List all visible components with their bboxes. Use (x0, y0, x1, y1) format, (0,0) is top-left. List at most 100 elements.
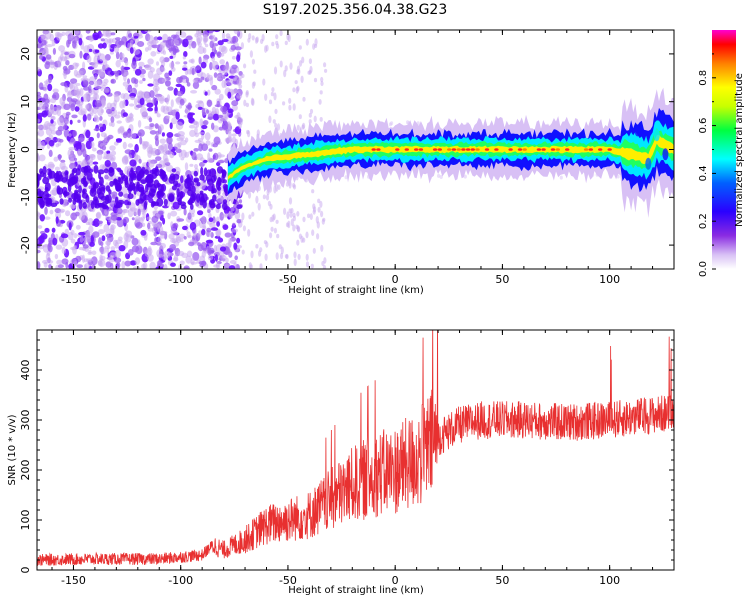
noise-speck (55, 143, 60, 148)
noise-speck (206, 109, 209, 114)
ridge-hotspot (465, 148, 471, 151)
noise-speck (82, 114, 87, 122)
noise-speck (162, 217, 166, 225)
noise-speck (297, 253, 301, 260)
noise-speck (199, 174, 205, 181)
noise-speck (44, 44, 48, 53)
noise-speck (197, 106, 203, 110)
noise-speck (236, 204, 243, 209)
noise-speck (251, 58, 255, 65)
noise-speck (38, 154, 46, 162)
noise-speck (241, 73, 245, 78)
noise-speck (126, 30, 131, 35)
noise-speck (251, 98, 255, 106)
noise-speck (184, 178, 190, 184)
noise-speck (167, 212, 171, 220)
noise-speck (242, 225, 246, 232)
noise-speck (79, 50, 83, 59)
noise-speck (318, 99, 322, 105)
noise-speck (165, 80, 171, 87)
noise-speck (217, 160, 225, 164)
noise-speck (255, 195, 259, 204)
noise-speck (114, 114, 121, 119)
noise-speck (48, 123, 56, 132)
noise-speck (136, 191, 141, 197)
noise-speck (206, 74, 213, 81)
noise-speck (119, 52, 125, 59)
noise-speck (204, 91, 208, 96)
noise-speck (190, 193, 196, 204)
noise-speck (56, 60, 61, 64)
noise-speck (217, 186, 222, 191)
noise-speck (158, 124, 164, 131)
noise-speck (269, 203, 273, 210)
noise-speck (110, 246, 116, 251)
noise-speck (51, 227, 56, 233)
noise-speck (65, 111, 71, 116)
noise-speck (48, 237, 52, 245)
noise-speck (215, 203, 221, 210)
noise-speck (61, 246, 66, 255)
y-tick-label: -10 (19, 188, 32, 206)
noise-speck (209, 168, 217, 178)
noise-speck (187, 112, 193, 120)
noise-speck (68, 197, 73, 203)
spectrogram-ridge (227, 87, 674, 218)
noise-speck (123, 66, 131, 70)
noise-speck (236, 54, 241, 62)
noise-speck (170, 99, 174, 108)
noise-speck (219, 65, 225, 69)
noise-speck (177, 197, 182, 206)
noise-speck (37, 195, 44, 205)
noise-speck (309, 213, 313, 221)
noise-speck (276, 233, 280, 239)
noise-speck (231, 55, 236, 60)
noise-speck (154, 110, 159, 115)
noise-speck (222, 202, 228, 211)
noise-speck (99, 116, 103, 121)
noise-speck (113, 70, 120, 74)
y-tick-label: 0 (19, 567, 32, 574)
noise-speck (255, 36, 259, 43)
noise-speck (313, 115, 317, 123)
noise-speck (197, 210, 204, 216)
noise-speck (99, 126, 105, 133)
noise-speck (56, 259, 63, 265)
noise-speck (272, 119, 276, 124)
noise-speck (240, 42, 244, 50)
noise-speck (92, 93, 100, 101)
noise-speck (179, 98, 185, 106)
noise-speck (65, 210, 71, 217)
noise-speck (180, 175, 184, 184)
noise-speck (216, 221, 221, 227)
noise-speck (128, 184, 132, 195)
noise-speck (209, 30, 214, 36)
noise-speck (241, 249, 245, 255)
noise-speck (180, 157, 185, 161)
noise-speck (132, 133, 137, 139)
noise-speck (112, 194, 116, 199)
noise-speck (255, 244, 259, 249)
noise-speck (439, 175, 443, 179)
noise-speck (55, 244, 63, 250)
noise-speck (151, 44, 159, 49)
noise-speck (72, 62, 79, 70)
noise-speck (216, 100, 220, 108)
noise-speck (124, 260, 132, 267)
noise-speck (85, 140, 93, 150)
noise-speck (191, 67, 195, 76)
noise-speck (226, 79, 233, 87)
ridge-hotspot (565, 148, 570, 151)
noise-speck (72, 198, 77, 205)
noise-speck (251, 81, 255, 89)
noise-speck (57, 117, 64, 126)
noise-speck (83, 236, 91, 243)
noise-speck (313, 206, 317, 213)
noise-speck (292, 224, 296, 232)
noise-speck (208, 247, 215, 255)
noise-speck (200, 157, 205, 162)
noise-speck (77, 148, 81, 157)
noise-speck (176, 218, 185, 222)
noise-speck (233, 30, 240, 35)
ridge-hotspot (404, 148, 409, 151)
